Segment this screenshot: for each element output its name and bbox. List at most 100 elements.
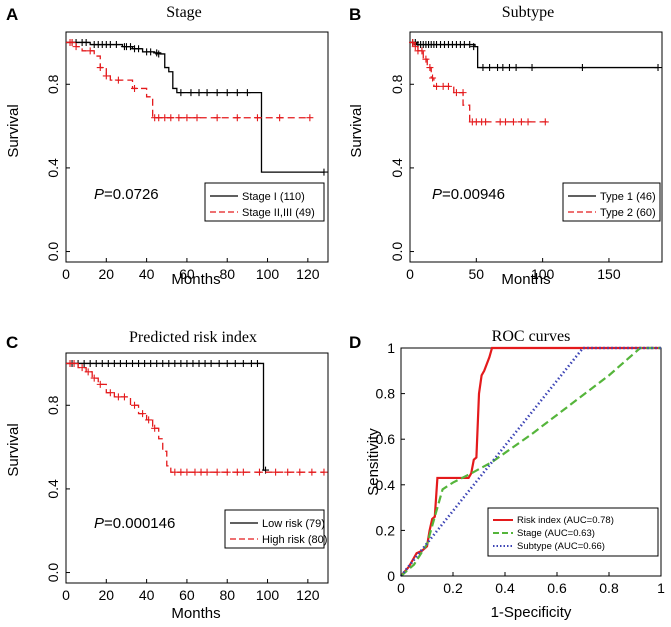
x-tick-label: 40	[139, 266, 155, 282]
legend-label: Stage (AUC=0.63)	[517, 528, 595, 539]
survival-curve	[410, 41, 547, 123]
x-tick-label: 0	[62, 587, 70, 603]
censor-mark	[96, 64, 104, 72]
censor-mark	[189, 359, 197, 367]
censor-mark	[247, 359, 255, 367]
y-tick-label: 0.0	[389, 242, 405, 262]
plot-frame	[409, 31, 663, 263]
censor-mark	[112, 41, 120, 49]
p-value-text: =0.000146	[104, 515, 175, 532]
censor-mark	[466, 41, 474, 49]
panel-label: C	[6, 333, 18, 352]
censor-mark	[120, 393, 128, 401]
censor-mark	[114, 393, 122, 401]
y-tick-label: 0.8	[389, 74, 405, 94]
censor-mark	[98, 359, 106, 367]
censor-mark	[86, 47, 94, 55]
censor-mark	[505, 64, 513, 72]
censor-mark	[114, 76, 122, 84]
censor-mark	[195, 89, 203, 97]
y-axis-label: Survival	[5, 104, 22, 157]
survival-curve	[66, 362, 324, 473]
censor-mark	[165, 359, 173, 367]
x-tick-label: 60	[179, 266, 195, 282]
x-ticks: 0 20 40 60 80 100 120	[62, 258, 320, 282]
legend: Low risk (79) High risk (80)	[224, 509, 327, 549]
y-ticks: 0 0.2 0.4 0.6 0.8 1	[376, 340, 405, 584]
censor-mark	[253, 359, 261, 367]
x-tick-label: 60	[179, 587, 195, 603]
chart-title: Predicted risk index	[129, 329, 257, 346]
censor-mark	[131, 84, 139, 92]
censor-mark	[479, 64, 487, 72]
plot-area	[409, 38, 662, 126]
censor-mark	[131, 401, 139, 409]
plot-frame	[65, 352, 329, 584]
x-ticks: 0 50 100 150	[406, 258, 621, 282]
x-tick-label: 20	[99, 587, 115, 603]
censor-mark	[86, 359, 94, 367]
panel-d: D ROC curves Sensitivity 1-Specificity 0…	[349, 328, 665, 621]
legend-box	[224, 509, 325, 549]
censor-mark	[110, 359, 118, 367]
censor-mark	[429, 74, 437, 82]
y-tick-label: 0.8	[45, 74, 61, 94]
censor-mark	[155, 114, 163, 122]
censor-mark	[197, 468, 205, 476]
censor-mark	[233, 114, 241, 122]
censor-mark	[90, 374, 98, 382]
x-ticks: 0 0.2 0.4 0.6 0.8 1	[397, 572, 665, 596]
censor-mark	[135, 359, 143, 367]
censor-mark	[239, 468, 247, 476]
censor-mark	[203, 89, 211, 97]
roc-curve	[400, 346, 661, 577]
censor-mark	[145, 416, 153, 424]
chart-title: Subtype	[502, 4, 554, 21]
x-tick-label: 0.2	[443, 580, 463, 596]
x-tick-label: 100	[256, 587, 280, 603]
censor-mark	[654, 64, 662, 72]
plot-area	[66, 359, 328, 476]
legend-label: Stage I (110)	[242, 191, 305, 203]
censor-mark	[106, 41, 114, 49]
chart-title: Stage	[166, 4, 202, 21]
panel-a: A Stage Survival Months 0 20 40 60 80 100 120 …	[5, 4, 329, 288]
plot-area	[399, 346, 661, 577]
censor-mark	[82, 38, 90, 46]
panel-label: A	[6, 5, 18, 24]
censor-mark	[223, 468, 231, 476]
x-tick-label: 0	[406, 266, 414, 282]
legend: Risk index (AUC=0.78) Stage (AUC=0.63) S…	[487, 507, 659, 557]
censor-mark	[215, 359, 223, 367]
panel-label: D	[349, 333, 361, 352]
censor-mark	[233, 468, 241, 476]
legend-box	[487, 507, 659, 557]
censor-mark	[175, 114, 183, 122]
y-tick-label: 0.4	[389, 158, 405, 178]
x-tick-label: 80	[219, 266, 235, 282]
censor-mark	[517, 118, 525, 126]
y-tick-label: 0.8	[376, 386, 396, 402]
x-tick-label: 100	[256, 266, 280, 282]
y-tick-label: 1	[387, 340, 395, 356]
y-tick-label: 0.0	[45, 242, 61, 262]
censor-mark	[171, 468, 179, 476]
x-tick-label: 50	[469, 266, 485, 282]
x-tick-label: 100	[531, 266, 555, 282]
censor-mark	[161, 114, 169, 122]
x-tick-label: 150	[597, 266, 621, 282]
plot-frame	[65, 31, 329, 263]
censor-mark	[116, 359, 124, 367]
censor-mark	[243, 89, 251, 97]
censor-mark	[159, 359, 167, 367]
censor-mark	[422, 55, 430, 63]
censor-mark	[578, 64, 586, 72]
y-ticks: 0.0 0.4 0.8	[389, 74, 414, 261]
legend-label: Type 2 (60)	[600, 207, 656, 219]
y-tick-label: 0.4	[376, 477, 396, 493]
censor-mark	[171, 359, 179, 367]
censor-mark	[84, 368, 92, 376]
censor-mark	[106, 389, 114, 397]
censor-mark	[470, 43, 478, 51]
censor-mark	[139, 410, 147, 418]
